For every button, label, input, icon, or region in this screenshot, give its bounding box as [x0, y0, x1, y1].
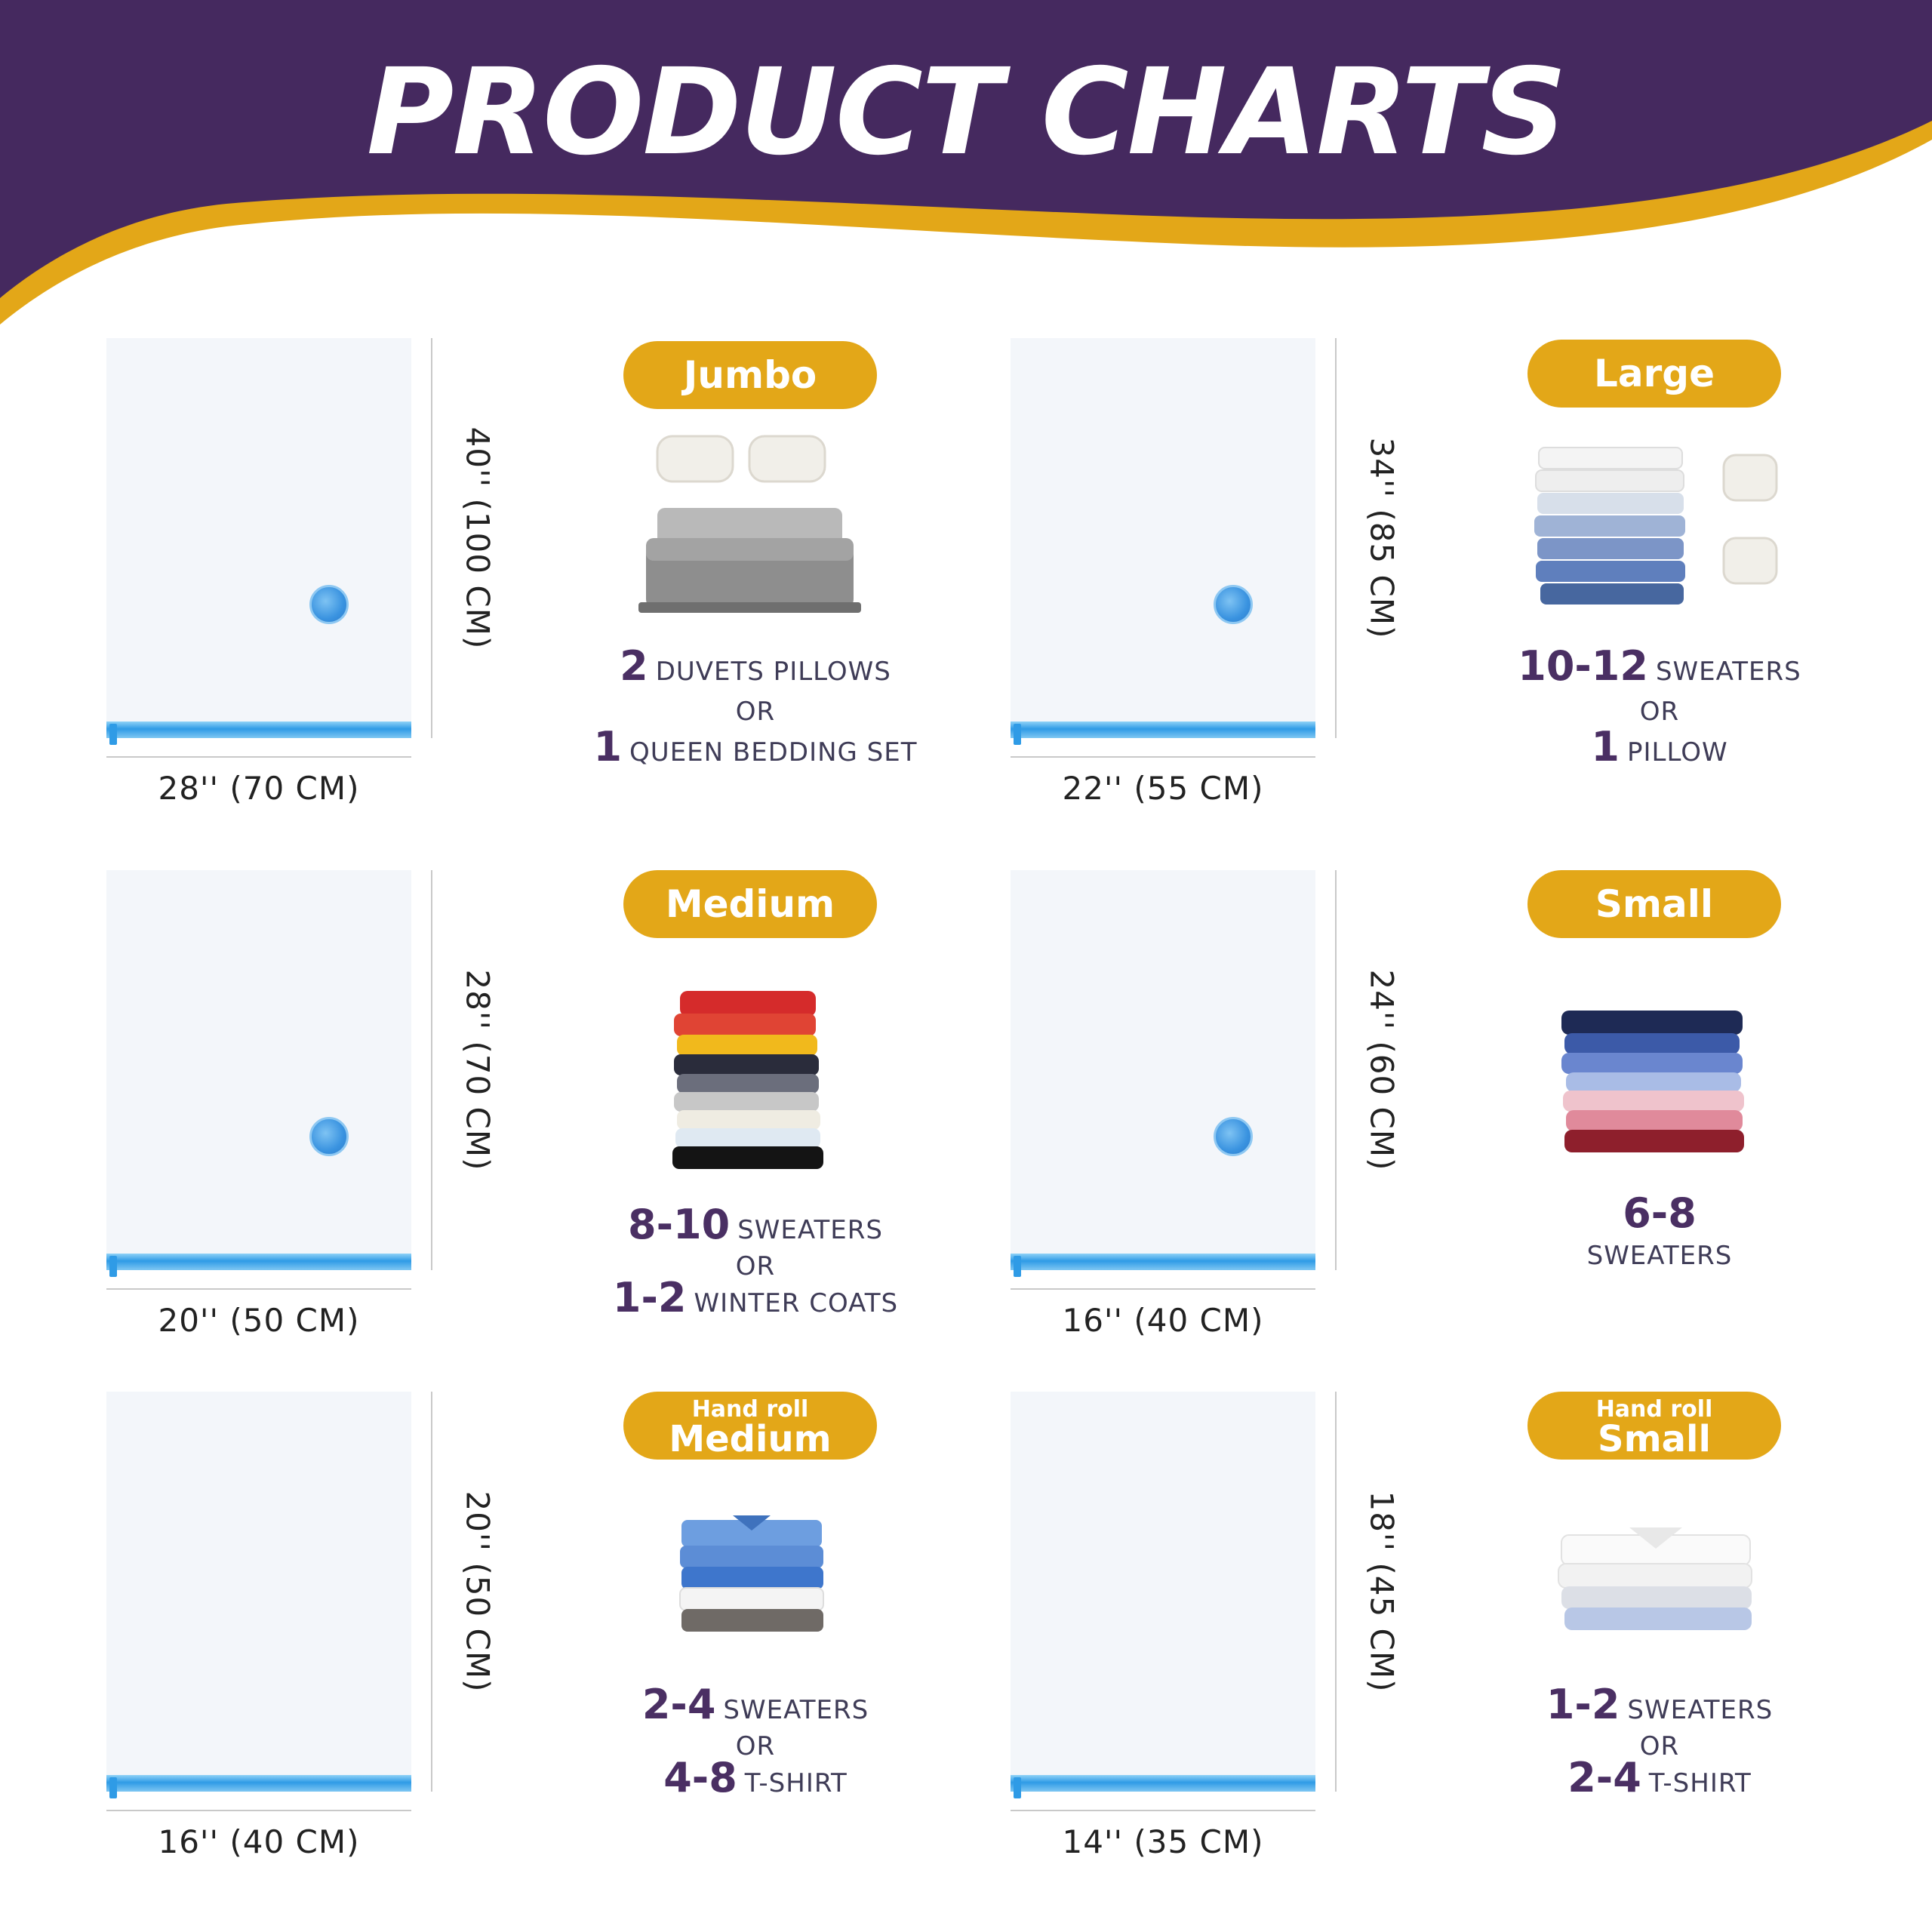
height-dimension: 18'' (45 CM): [1363, 1491, 1401, 1693]
shirt-stack-and-pillows-icon: [1534, 447, 1778, 605]
valve-icon: [309, 1117, 349, 1156]
height-dimension: 24'' (60 CM): [1363, 969, 1401, 1171]
zipper-strip: [1011, 1775, 1315, 1798]
product-card-hand-roll-medium: 20'' (50 CM) 16'' (40 CM) Hand roll Medi…: [106, 1392, 1035, 1875]
vacuum-bag: [1011, 338, 1315, 745]
product-card-small: 24'' (60 CM) 16'' (40 CM) Small 6-8 SWEA…: [1011, 870, 1932, 1353]
height-dimension: 28'' (70 CM): [459, 969, 497, 1171]
width-dimension: 16'' (40 CM): [158, 1823, 360, 1860]
width-dimension-line: [1011, 1288, 1315, 1290]
product-card-hand-roll-small: 18'' (45 CM) 14'' (35 CM) Hand roll Smal…: [1011, 1392, 1932, 1875]
height-dimension-line: [431, 1392, 432, 1792]
capacity-caption: 8-10 SWEATERS OR 1-2 WINTER COATS: [612, 1201, 899, 1321]
width-dimension: 22'' (55 CM): [1062, 770, 1264, 807]
height-dimension-line: [1335, 1392, 1337, 1792]
height-dimension-line: [431, 870, 432, 1270]
size-badge: Hand roll Medium: [623, 1392, 877, 1460]
height-dimension: 20'' (50 CM): [459, 1491, 497, 1693]
capacity-caption: 10-12 SWEATERS OR 1 PILLOW: [1518, 642, 1801, 771]
size-badge: Small: [1527, 870, 1781, 938]
size-badge: Jumbo: [623, 341, 877, 409]
header-banner: [0, 0, 1932, 325]
width-dimension-line: [1011, 1810, 1315, 1811]
capacity-caption: 1-2 SWEATERS OR 2-4 T-SHIRT: [1546, 1681, 1774, 1801]
width-dimension-line: [106, 1810, 411, 1811]
vacuum-bag: [106, 870, 411, 1277]
page-title: PRODUCT CHARTS: [366, 43, 1567, 182]
capacity-caption: 2 DUVETS PILLOWS OR 1 QUEEN BEDDING SET: [593, 642, 918, 771]
capacity-caption: 6-8 SWEATERS: [1586, 1189, 1733, 1271]
width-dimension: 16'' (40 CM): [1062, 1302, 1264, 1339]
vacuum-bag: [106, 338, 411, 745]
vacuum-bag: [1011, 870, 1315, 1277]
vacuum-bag: [106, 1392, 411, 1798]
height-dimension: 40'' (100 CM): [459, 426, 497, 650]
product-card-large: 34'' (85 CM) 22'' (55 CM) Large 10-12 SWE…: [1011, 338, 1932, 821]
width-dimension: 14'' (35 CM): [1062, 1823, 1264, 1860]
product-card-medium: 28'' (70 CM) 20'' (50 CM) Medium 8-10 SWE…: [106, 870, 1035, 1353]
width-dimension-line: [106, 1288, 411, 1290]
vacuum-bag: [1011, 1392, 1315, 1798]
blue-shirt-stack-icon: [679, 1515, 824, 1632]
zipper-strip: [106, 1254, 411, 1277]
bed-with-pillows-icon: [638, 435, 861, 613]
zipper-strip: [106, 721, 411, 745]
zipper-strip: [1011, 721, 1315, 745]
height-dimension-line: [1335, 338, 1337, 738]
height-dimension-line: [1335, 870, 1337, 1270]
width-dimension: 20'' (50 CM): [158, 1302, 360, 1339]
width-dimension: 28'' (70 CM): [158, 770, 360, 807]
zipper-strip: [1011, 1254, 1315, 1277]
width-dimension-line: [1011, 756, 1315, 758]
size-badge: Medium: [623, 870, 877, 938]
height-dimension-line: [431, 338, 432, 738]
zipper-strip: [106, 1775, 411, 1798]
white-shirt-stack-icon: [1558, 1527, 1752, 1630]
valve-icon: [309, 585, 349, 624]
size-badge: Large: [1527, 340, 1781, 408]
height-dimension: 34'' (85 CM): [1363, 437, 1401, 639]
sweater-stack-icon: [1561, 1011, 1744, 1152]
width-dimension-line: [106, 756, 411, 758]
valve-icon: [1214, 1117, 1253, 1156]
product-card-jumbo: 40'' (100 CM) 28'' (70 CM) Jumbo 2 DUVETS…: [106, 338, 1035, 821]
valve-icon: [1214, 585, 1253, 624]
capacity-caption: 2-4 SWEATERS OR 4-8 T-SHIRT: [641, 1681, 869, 1801]
size-badge: Hand roll Small: [1527, 1392, 1781, 1460]
colorful-sweater-stack-icon: [672, 991, 823, 1169]
